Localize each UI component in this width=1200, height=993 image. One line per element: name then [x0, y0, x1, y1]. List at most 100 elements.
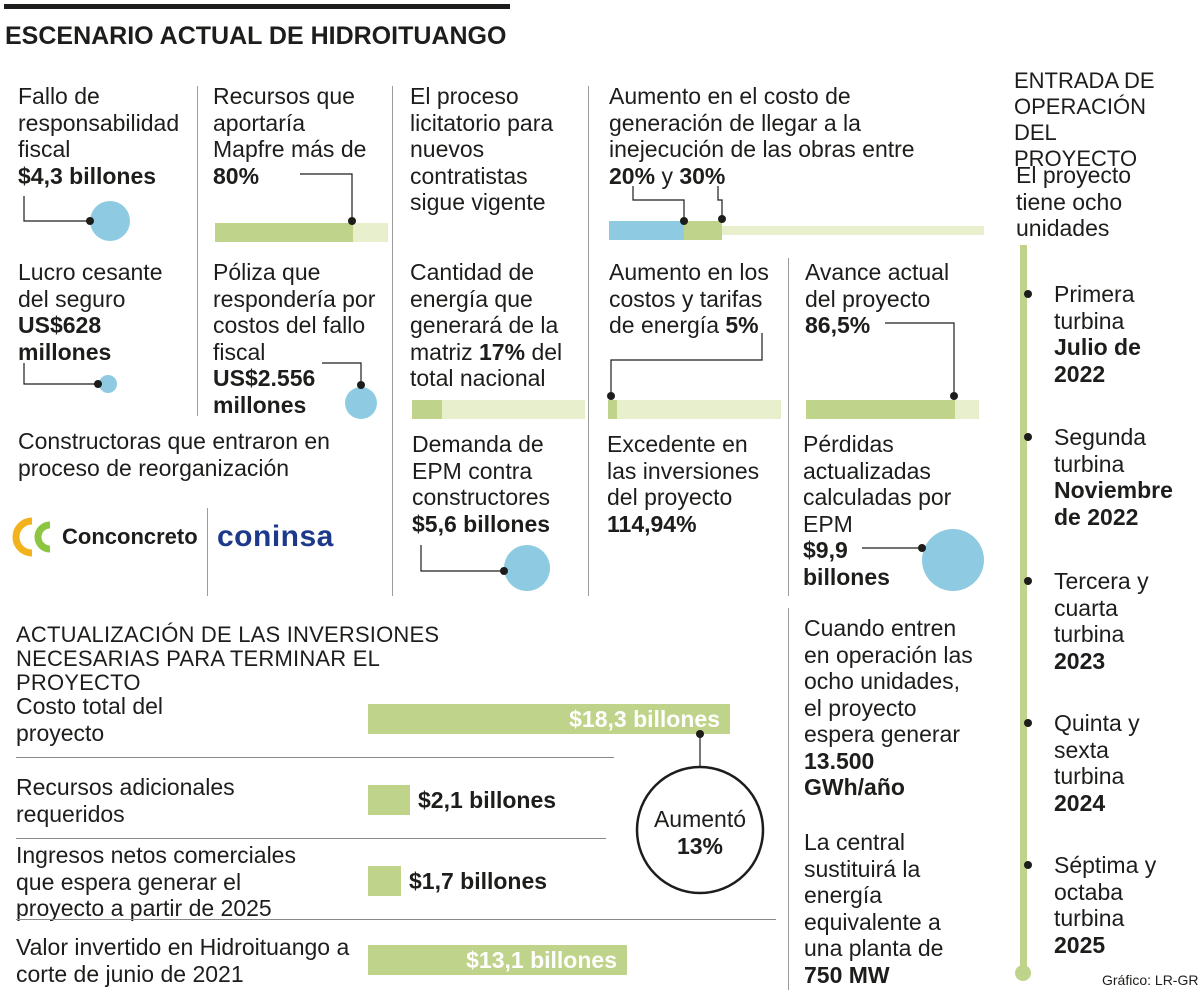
timeline-item-date: 2023 [1054, 647, 1106, 674]
generation-text: Cuando entren en operación las ocho unid… [804, 615, 973, 747]
stat-mapfre-value: 80% [213, 162, 260, 189]
stat-tarifas-value: 5% [725, 312, 759, 338]
timeline-item-date: 2024 [1054, 789, 1106, 816]
stat-mapfre: Recursos que aportaría Mapfre más de 80% [213, 83, 373, 189]
connector-dot [607, 392, 615, 400]
stat-excedente-label: Excedente en las inversiones del proyect… [607, 431, 760, 510]
stat-aumento-costo-v2: 30% [679, 162, 726, 189]
divider [392, 86, 393, 596]
central-value: 750 MW [804, 961, 890, 988]
stat-mapfre-label: Recursos que aportaría Mapfre más de [213, 83, 367, 162]
connector-dot [718, 215, 726, 223]
stat-demanda-label: Demanda de EPM contra constructores [412, 431, 551, 510]
poliza-circle [345, 387, 377, 419]
timeline-item: Quinta y sexta turbina 2024 [1054, 710, 1174, 816]
investment-row-1-label: Recursos adicionales requeridos [16, 774, 235, 827]
divider [197, 86, 198, 416]
investment-row-1-bar [368, 785, 410, 815]
central-block: La central sustituirá la energía equival… [804, 829, 964, 988]
stat-perdidas: Pérdidas actualizadas calculadas por EPM… [803, 431, 963, 590]
stat-licitatorio-label: El proceso licitatorio para nuevos contr… [410, 83, 554, 215]
investment-row-3-value: $13,1 billones [466, 947, 617, 973]
generation-value: 13.500 GWh/año [804, 747, 905, 801]
aumento-label: Aumentó 13% [636, 806, 764, 860]
tarifas-bar-fill [608, 400, 617, 419]
investment-row-0-bar [368, 704, 730, 734]
connector-dot [500, 567, 508, 575]
investment-separator [16, 757, 614, 758]
connector-dot [357, 381, 365, 389]
page-title: ESCENARIO ACTUAL DE HIDROITUANGO [5, 22, 507, 50]
stat-energia-suffix: del total nacional [410, 338, 563, 392]
investment-row-3-label: Valor invertido en Hidroituango a corte … [16, 934, 350, 987]
tarifas-bar-rest [617, 400, 781, 419]
connector-line [23, 196, 90, 222]
stat-constructoras-label: Constructoras que entraron en proceso de… [18, 428, 330, 481]
connector-line [420, 545, 504, 572]
timeline-item-label: Tercera y cuarta turbina [1054, 568, 1149, 647]
stat-aumento-costo-label: Aumento en el costo de generación de lle… [609, 83, 915, 162]
costo-bar-rest [722, 226, 984, 235]
energia-bar-rest [442, 400, 585, 419]
timeline-item-date: Noviembre de 2022 [1054, 477, 1173, 530]
generation-block: Cuando entren en operación las ocho unid… [804, 615, 976, 801]
stat-perdidas-label: Pérdidas actualizadas calculadas por EPM [803, 431, 952, 537]
costo-bar-30 [684, 221, 722, 240]
conconcreto-logo: Conconcreto [12, 517, 198, 557]
perdidas-circle [922, 529, 984, 591]
connector-line [23, 363, 98, 385]
avance-bar-rest [955, 400, 979, 419]
central-text: La central sustituirá la energía equival… [804, 829, 944, 961]
stat-aumento-costo-and: y [661, 162, 673, 189]
connector-dot [94, 380, 102, 388]
avance-bar-fill [806, 400, 955, 419]
timeline-axis [1020, 245, 1027, 973]
stat-poliza-label: Póliza que respondería por costos del fa… [213, 259, 376, 365]
energia-bar-fill [412, 400, 442, 419]
demanda-circle [504, 545, 550, 591]
timeline-dot [1024, 861, 1032, 869]
timeline-dot [1024, 290, 1032, 298]
stat-lucro: Lucro cesante del seguro US$628 millones [18, 259, 178, 365]
stat-energia: Cantidad de energía que generará de la m… [410, 259, 580, 392]
stat-demanda: Demanda de EPM contra constructores $5,6… [412, 431, 577, 537]
stat-avance-label: Avance actual del proyecto [805, 259, 950, 312]
timeline-item-label: Quinta y sexta turbina [1054, 710, 1140, 789]
timeline-item: Séptima y octaba turbina 2025 [1054, 852, 1174, 958]
divider [788, 258, 789, 596]
stat-energia-value: 17% [479, 338, 526, 365]
stat-licitatorio: El proceso licitatorio para nuevos contr… [410, 83, 570, 216]
stat-excedente: Excedente en las inversiones del proyect… [607, 431, 772, 537]
stat-fallo: Fallo de responsabilidad fiscal $4,3 bil… [18, 83, 196, 189]
connector-dot [86, 217, 94, 225]
stat-lucro-label: Lucro cesante del seguro [18, 259, 163, 312]
timeline-title: ENTRADA DE OPERACIÓN DEL PROYECTO [1014, 68, 1155, 171]
timeline-item-date: 2025 [1054, 931, 1106, 958]
conconcreto-logo-icon [12, 517, 51, 557]
aumento-circle [635, 765, 765, 895]
header-rule [4, 4, 510, 9]
stat-demanda-value: $5,6 billones [412, 510, 551, 537]
costo-bar-20 [609, 221, 684, 240]
stat-poliza-value: US$2.556 millones [213, 365, 316, 418]
aumento-value: 13% [676, 833, 724, 859]
fallo-circle [90, 201, 130, 241]
coninsa-logo: coninsa [217, 520, 334, 553]
connector-dot [918, 544, 926, 552]
stat-energia-label: Cantidad de energía que generará de la m… [410, 259, 559, 365]
timeline-item: Primera turbina Julio de 2022 [1054, 281, 1174, 387]
timeline-intro: El proyecto tiene ocho unidades [1016, 162, 1132, 241]
conconcreto-logo-text: Conconcreto [62, 524, 198, 549]
stat-avance-value: 86,5% [805, 312, 871, 338]
timeline-dot [1024, 719, 1032, 727]
mapfre-bar-fill [215, 223, 353, 242]
stat-fallo-label: Fallo de responsabilidad fiscal [18, 83, 180, 162]
divider [788, 608, 789, 990]
stat-fallo-value: $4,3 billones [18, 162, 157, 189]
stat-lucro-value: US$628 millones [18, 312, 112, 365]
timeline-item-label: Primera turbina [1054, 281, 1135, 334]
timeline-dot [1024, 433, 1032, 441]
timeline-dot [1024, 577, 1032, 585]
divider [588, 86, 589, 596]
